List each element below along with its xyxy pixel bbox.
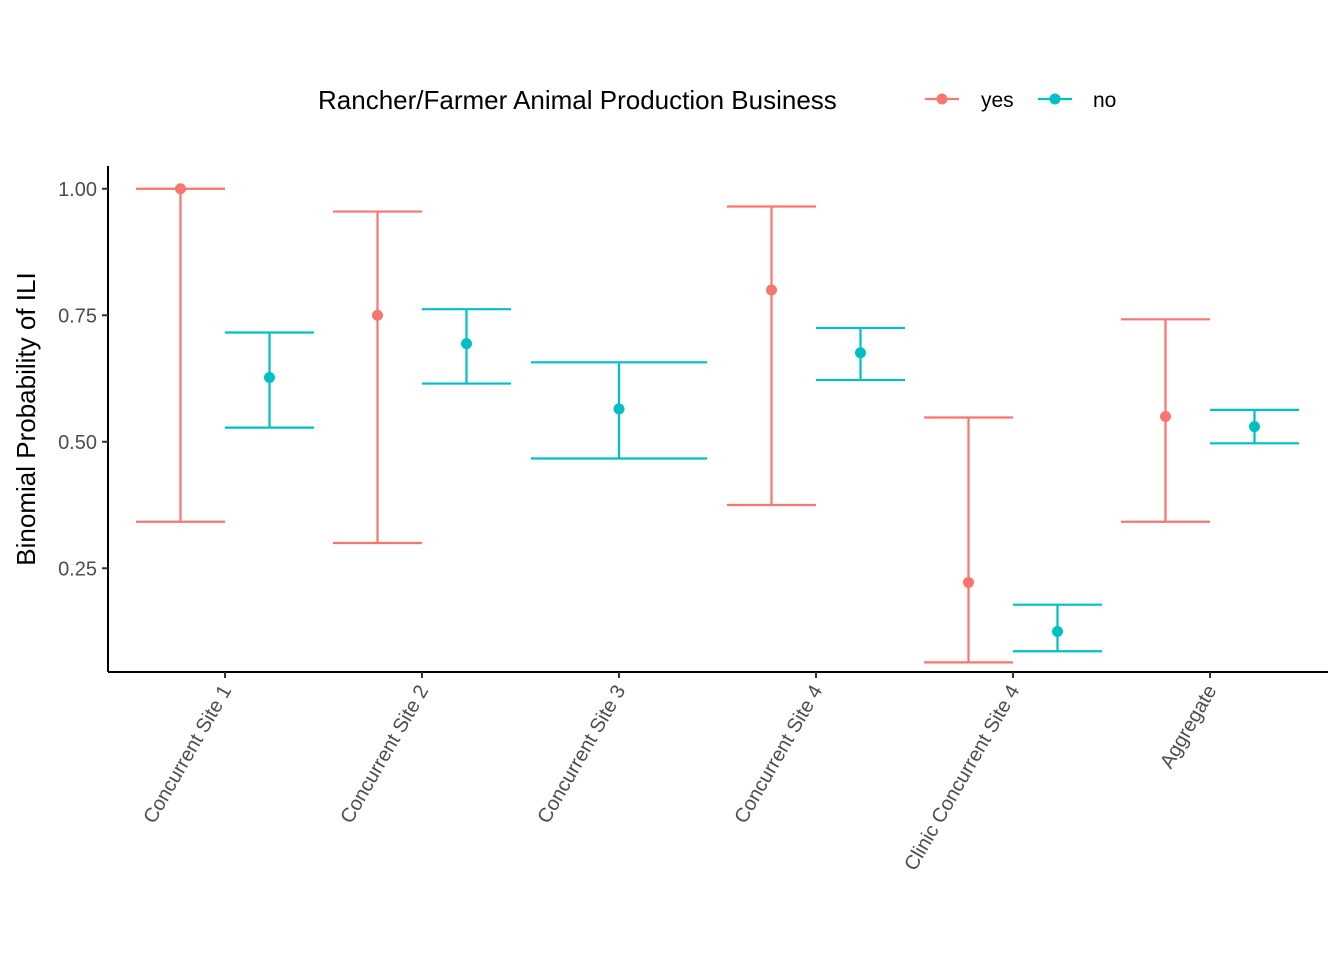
y-axis-label: Binomial Probability of ILI [11, 272, 41, 565]
legend-item-no: no [1038, 89, 1116, 112]
y-tick-label: 0.75 [58, 305, 97, 327]
x-tick-label: Concurrent Site 4 [730, 682, 827, 828]
x-tick-label: Concurrent Site 1 [139, 682, 236, 828]
legend-label: no [1093, 89, 1116, 112]
x-tick-label: Aggregate [1156, 682, 1221, 773]
data-point [264, 372, 275, 384]
data-point [613, 403, 625, 415]
series-yes [136, 183, 1210, 664]
y-tick-label: 0.25 [58, 558, 97, 580]
series-no [225, 308, 1299, 653]
legend-key-point [936, 93, 948, 105]
x-tick-label: Clinic Concurrent Site 4 [900, 682, 1024, 875]
legend: Rancher/Farmer Animal Production Busines… [318, 85, 1116, 115]
legend-keys: yes no [925, 89, 1116, 112]
data-point [766, 284, 777, 296]
x-tick-label: Concurrent Site 2 [336, 682, 433, 828]
legend-label: yes [981, 89, 1014, 112]
legend-item-yes: yes [925, 89, 1014, 112]
data-point [372, 309, 383, 321]
legend-title: Rancher/Farmer Animal Production Busines… [318, 85, 837, 115]
data-point [1249, 421, 1260, 433]
data-point [1160, 410, 1171, 422]
legend-key-point [1049, 93, 1061, 105]
plot-area: 0.25 0.50 0.75 1.00 Concurrent Site 1 Concurr… [58, 166, 1328, 874]
x-tick-label: Concurrent Site 3 [533, 682, 630, 828]
data-point [1052, 626, 1063, 638]
y-tick-label: 1.00 [58, 179, 97, 201]
data-point [461, 338, 472, 350]
data-point [855, 347, 866, 359]
data-point [175, 183, 186, 195]
data-point [963, 576, 974, 588]
y-tick-label: 0.50 [58, 432, 97, 454]
